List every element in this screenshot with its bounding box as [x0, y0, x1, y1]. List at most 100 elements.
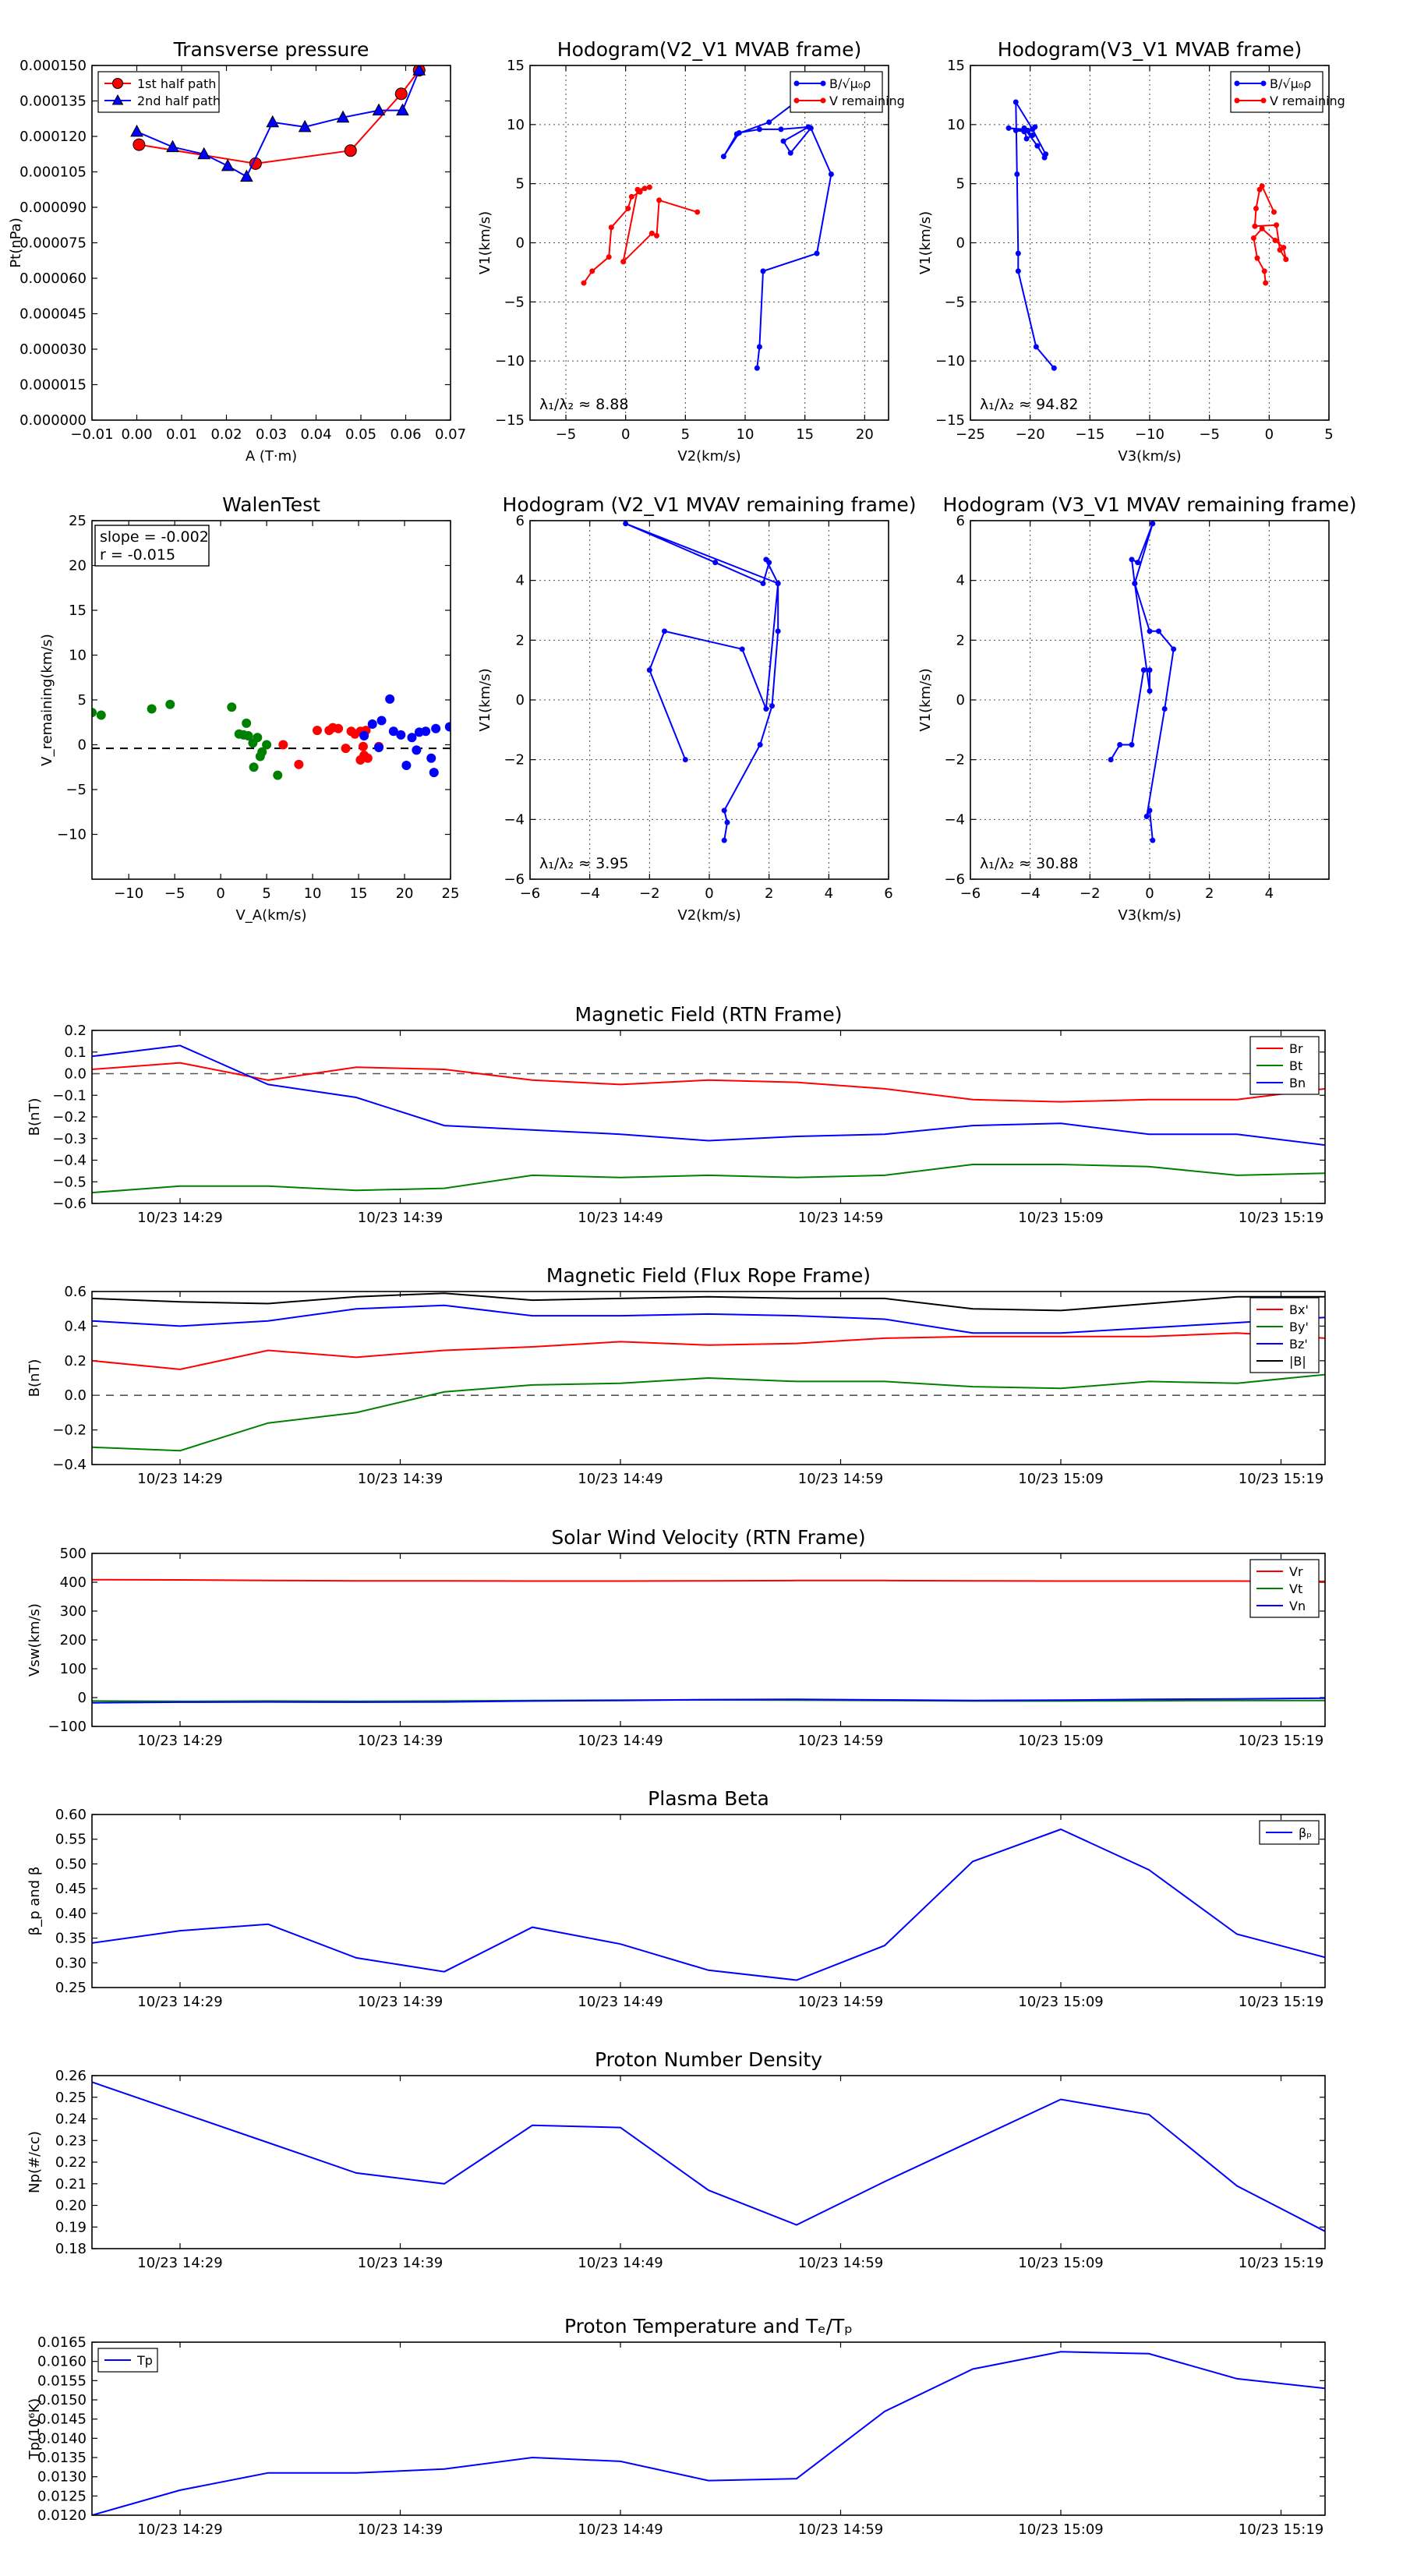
- hodo2-point: [1274, 222, 1280, 228]
- bfield_fr-series-b: [92, 1292, 1325, 1312]
- hodo2-point: [1023, 136, 1030, 142]
- bfield_rtn-ytick-label: 0.2: [64, 1023, 87, 1039]
- hodo2-xtick-label: −25: [956, 426, 985, 443]
- hodo2-point: [1015, 268, 1021, 274]
- np-ytick-label: 0.21: [55, 2176, 87, 2193]
- hodo3-ytick-label: −2: [504, 752, 525, 769]
- hodo3-annotation: λ₁/λ₂ ≈ 3.95: [539, 855, 628, 872]
- tp-series-2nd-half-path: [130, 65, 426, 182]
- hodo2-point: [1032, 124, 1038, 130]
- hodo4-ylabel: V1(km/s): [917, 668, 934, 731]
- bfield_rtn-ylabel: B(nT): [27, 1098, 43, 1136]
- walen-point: [421, 726, 431, 737]
- bfield_fr-ytick-label: 0.6: [64, 1284, 87, 1300]
- hodo2-point: [1263, 280, 1269, 286]
- hodo1-xtick-label: 15: [796, 426, 814, 443]
- hodo1-xtick-label: 20: [856, 426, 874, 443]
- hodo1-line-v-remaining: [583, 186, 698, 284]
- np-xtick-label: 10/23 15:19: [1239, 2255, 1323, 2271]
- tp-xtick-label: −0.01: [70, 426, 113, 443]
- bfield_fr-ylabel: B(nT): [27, 1359, 43, 1398]
- walen-series-group-2: [278, 723, 383, 769]
- hodo2-series-b: [1005, 99, 1057, 371]
- walen-point: [165, 699, 175, 709]
- hodo2-point: [1252, 223, 1258, 229]
- hodo1-point: [720, 154, 726, 160]
- tp-legend-label: 1st half path: [137, 76, 216, 91]
- bfield_fr-xtick-label: 10/23 14:49: [578, 1471, 663, 1487]
- tp-xtick-label: 0.04: [300, 426, 331, 443]
- bfield_rtn-xtick-label: 10/23 15:19: [1239, 1210, 1323, 1226]
- hodo1-legend-marker: [820, 97, 826, 104]
- tp-point: [412, 65, 426, 76]
- hodo1-annotation: λ₁/λ₂ ≈ 8.88: [539, 396, 628, 413]
- hodo2-xtick-label: −15: [1075, 426, 1104, 443]
- vsw-ytick-label: 0: [78, 1690, 87, 1706]
- walen-point: [257, 747, 267, 757]
- tp_temp-ytick-label: 0.0125: [37, 2488, 87, 2504]
- hodo1-ytick-label: −10: [495, 353, 525, 369]
- hodo3-series-path: [623, 521, 781, 843]
- hodo3-ytick-label: −6: [504, 871, 525, 888]
- beta-ytick-label: 0.40: [55, 1906, 87, 1922]
- hodo4-xlabel: V3(km/s): [1118, 907, 1181, 924]
- tp_temp-legend: Tp: [97, 2348, 158, 2373]
- hodo2-xtick-label: −20: [1016, 426, 1045, 443]
- bfield_rtn-line-br: [92, 1062, 1325, 1103]
- hodo4-xtick-label: −4: [1020, 885, 1041, 902]
- bfield_rtn-line-bt: [92, 1164, 1325, 1194]
- hodo2-ytick-label: −15: [935, 412, 965, 429]
- hodo4-ytick-label: −6: [944, 871, 965, 888]
- hodo1-ytick-label: 0: [516, 235, 525, 252]
- hodo2-legend-box: [1230, 71, 1323, 113]
- hodo1-ytick-label: −15: [495, 412, 525, 429]
- bfield_rtn-series-br: [92, 1062, 1325, 1103]
- hodo1-xtick-label: 0: [621, 426, 630, 443]
- hodo2-ytick-label: 0: [956, 235, 965, 252]
- hodo4-point: [1132, 581, 1138, 586]
- hodo1-point: [608, 224, 614, 231]
- hodo4-axes-frame: [970, 520, 1330, 880]
- walen-point: [431, 723, 441, 733]
- walen-xtick-label: 20: [396, 885, 414, 902]
- np-xtick-label: 10/23 14:29: [137, 2255, 222, 2271]
- bfield_fr-xtick-label: 10/23 14:39: [358, 1471, 443, 1487]
- tp_temp-xtick-label: 10/23 15:19: [1239, 2521, 1323, 2538]
- bfield_rtn-xtick-label: 10/23 14:29: [137, 1210, 222, 1226]
- bfield_fr-xtick-label: 10/23 14:29: [137, 1471, 222, 1487]
- hodo3-ytick-label: −4: [504, 811, 525, 828]
- hodo1-ytick-label: 15: [507, 58, 525, 74]
- hodo1-xlabel: V2(km/s): [677, 448, 740, 465]
- bfield_rtn-ytick-label: −0.3: [52, 1131, 87, 1147]
- bfield_fr-title: Magnetic Field (Flux Rope Frame): [546, 1264, 871, 1287]
- hodo2-legend-marker: [1260, 80, 1267, 87]
- hodo1-legend-label: V remaining: [829, 94, 905, 108]
- tp-xtick-label: 0.01: [166, 426, 197, 443]
- tp_temp-xtick-label: 10/23 14:39: [358, 2521, 443, 2538]
- hodo1-line-b: [723, 94, 832, 369]
- np-series-np: [92, 2081, 1325, 2232]
- walen-point: [385, 694, 395, 704]
- hodo1-point: [694, 209, 701, 215]
- hodo4-point: [1147, 667, 1153, 673]
- hodo1-xtick-label: 10: [737, 426, 755, 443]
- vsw-legend-label: Vn: [1289, 1599, 1306, 1613]
- hodo2-xtick-label: 5: [1324, 426, 1333, 443]
- tp-xtick-label: 0.06: [390, 426, 421, 443]
- np-line-np: [92, 2081, 1325, 2232]
- walen-panel: WalenTest −10 −5 0 5 10 15 20 25 −10 −5 0 5 10 15 20 25 V…: [39, 493, 459, 924]
- hodo2-line-v-remaining: [1253, 184, 1287, 284]
- tp-ytick-label: 0.000000: [19, 412, 87, 429]
- hodo4-point: [1129, 742, 1135, 747]
- vsw-series-vr: [92, 1578, 1325, 1582]
- bfield_fr-ytick-label: −0.4: [52, 1457, 87, 1473]
- bfield_fr-series-bx: [92, 1332, 1325, 1370]
- hodo1-xtick-label: 5: [681, 426, 690, 443]
- hodo1-ytick-label: 10: [507, 117, 525, 133]
- tp_temp-xtick-label: 10/23 14:29: [137, 2521, 222, 2538]
- hodo2-point: [1012, 127, 1019, 133]
- tp-point: [266, 115, 280, 128]
- hodo3-ytick-label: 6: [516, 513, 525, 529]
- vsw-xtick-label: 10/23 14:39: [358, 1733, 443, 1749]
